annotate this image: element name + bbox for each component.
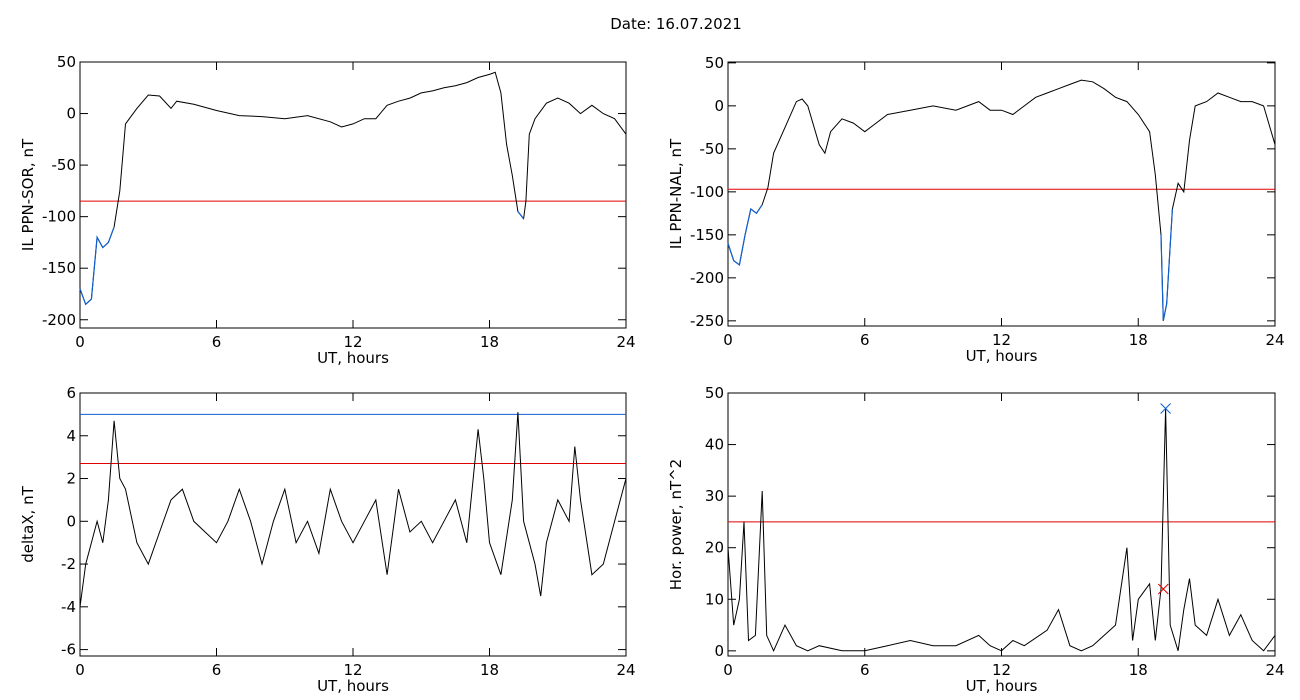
y-tick-label: 0 xyxy=(66,105,76,123)
y-tick-label: 50 xyxy=(705,384,724,402)
y-tick-label: 0 xyxy=(66,512,76,530)
x-tick-label: 24 xyxy=(616,333,635,351)
y-tick-label: -200 xyxy=(42,311,76,329)
y-tick-label: -50 xyxy=(52,156,77,174)
plot-frame xyxy=(727,392,1276,657)
y-tick-label: -250 xyxy=(690,312,724,330)
x-tick-label: 0 xyxy=(75,333,85,351)
x-tick-label: 0 xyxy=(723,331,733,349)
y-axis-label: IL PPN-SOR, nT xyxy=(19,138,37,251)
x-tick-label: 12 xyxy=(992,661,1011,679)
y-tick-label: -6 xyxy=(61,641,76,659)
x-axis-label: UT, hours xyxy=(317,677,389,695)
y-tick-label: -4 xyxy=(61,598,76,616)
y-tick-label: 50 xyxy=(57,53,76,71)
x-tick-label: 18 xyxy=(1129,661,1148,679)
x-tick-label: 0 xyxy=(75,661,85,679)
y-tick-label: -50 xyxy=(700,140,725,158)
y-tick-label: 0 xyxy=(714,642,724,660)
data-line xyxy=(79,412,627,607)
plot-frame xyxy=(727,61,1276,327)
y-tick-label: -2 xyxy=(61,555,76,573)
x-tick-label: 6 xyxy=(212,661,222,679)
y-tick-label: -100 xyxy=(42,208,76,226)
x-tick-label: 6 xyxy=(212,333,222,351)
x-tick-label: 6 xyxy=(860,661,870,679)
y-tick-label: 20 xyxy=(705,539,724,557)
x-tick-label: 0 xyxy=(723,661,733,679)
data-line xyxy=(727,408,1276,653)
x-tick-label: 18 xyxy=(480,333,499,351)
data-line xyxy=(79,71,627,306)
y-axis-label: Hor. power, nT^2 xyxy=(667,459,685,590)
y-tick-label: 50 xyxy=(705,54,724,72)
y-tick-label: 0 xyxy=(714,97,724,115)
y-tick-label: 30 xyxy=(705,487,724,505)
plot-frame xyxy=(79,61,627,329)
below-threshold-line xyxy=(727,204,763,266)
y-tick-label: -100 xyxy=(690,183,724,201)
y-tick-label: -150 xyxy=(42,259,76,277)
y-tick-label: 10 xyxy=(705,590,724,608)
y-tick-label: -150 xyxy=(690,226,724,244)
y-tick-label: 2 xyxy=(66,470,76,488)
figure-title: Date: 16.07.2021 xyxy=(610,15,742,33)
x-tick-label: 6 xyxy=(860,331,870,349)
y-tick-label: 4 xyxy=(66,427,76,445)
below-threshold-line xyxy=(1160,208,1173,321)
y-axis-label: deltaX, nT xyxy=(19,485,37,562)
below-threshold-line xyxy=(517,211,525,220)
x-tick-label: 24 xyxy=(1265,661,1284,679)
x-axis-label: UT, hours xyxy=(317,349,389,367)
below-threshold-line xyxy=(79,226,115,306)
x-marker xyxy=(1160,403,1171,414)
x-axis-label: UT, hours xyxy=(966,677,1038,695)
data-line xyxy=(727,79,1276,321)
x-tick-label: 12 xyxy=(992,331,1011,349)
x-tick-label: 18 xyxy=(480,661,499,679)
y-tick-label: 40 xyxy=(705,436,724,454)
x-tick-label: 12 xyxy=(343,661,362,679)
x-tick-label: 12 xyxy=(343,333,362,351)
x-tick-label: 24 xyxy=(1265,331,1284,349)
y-tick-label: 6 xyxy=(66,384,76,402)
x-axis-label: UT, hours xyxy=(966,347,1038,365)
x-marker xyxy=(1157,583,1169,595)
x-tick-label: 24 xyxy=(616,661,635,679)
y-tick-label: -200 xyxy=(690,269,724,287)
y-axis-label: IL PPN-NAL, nT xyxy=(667,138,685,249)
x-tick-label: 18 xyxy=(1129,331,1148,349)
